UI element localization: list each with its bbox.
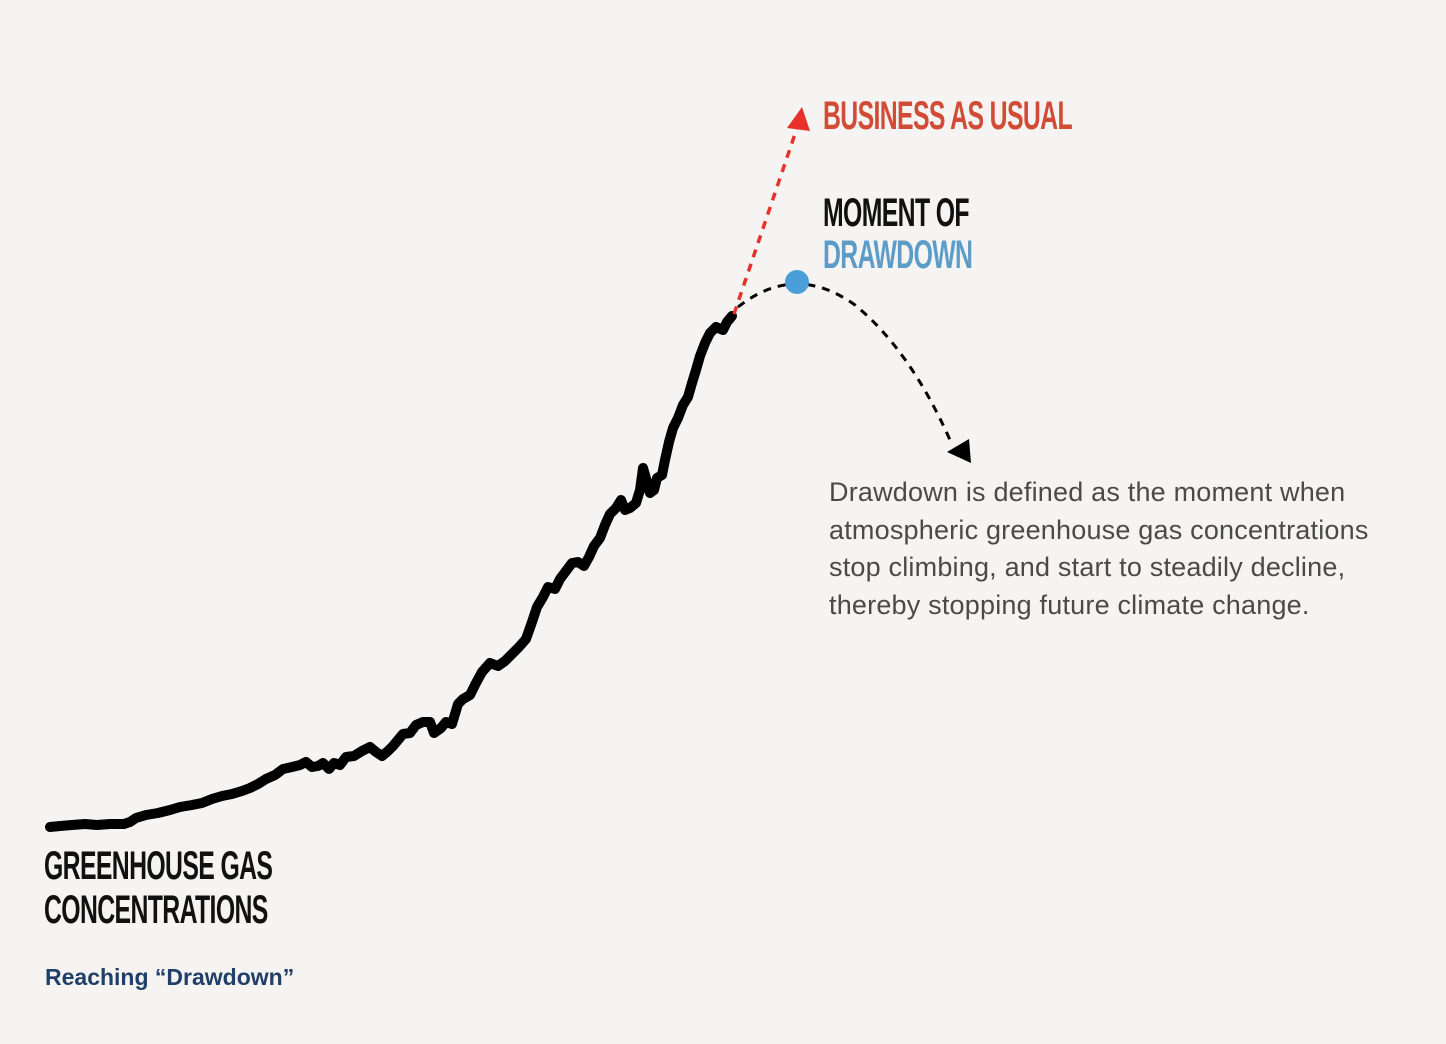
- moment-of-text: Moment of: [823, 191, 970, 235]
- drawdown-definition-text: Drawdown is defined as the moment when a…: [829, 477, 1369, 620]
- business-as-usual-arrowhead-icon: [787, 107, 810, 131]
- business-as-usual-projection-line: [732, 127, 799, 315]
- moment-of-drawdown-label: Moment of Drawdown: [823, 191, 973, 277]
- drawdown-text: Drawdown: [823, 233, 973, 277]
- business-as-usual-label: Business as usual: [823, 94, 1073, 138]
- greenhouse-gas-text: Greenhouse gas: [44, 844, 273, 888]
- greenhouse-gas-concentrations-label: Greenhouse gas Concentrations: [44, 844, 273, 932]
- greenhouse-gas-curve: [45, 311, 737, 832]
- concentrations-text: Concentrations: [44, 888, 268, 932]
- moment-of-drawdown-point: [785, 270, 809, 294]
- drawdown-decline-arrowhead-icon: [947, 439, 971, 463]
- drawdown-decline-line: [737, 282, 952, 441]
- diagram-caption: Reaching “Drawdown”: [45, 964, 295, 990]
- business-as-usual-text: Business as usual: [823, 94, 1073, 138]
